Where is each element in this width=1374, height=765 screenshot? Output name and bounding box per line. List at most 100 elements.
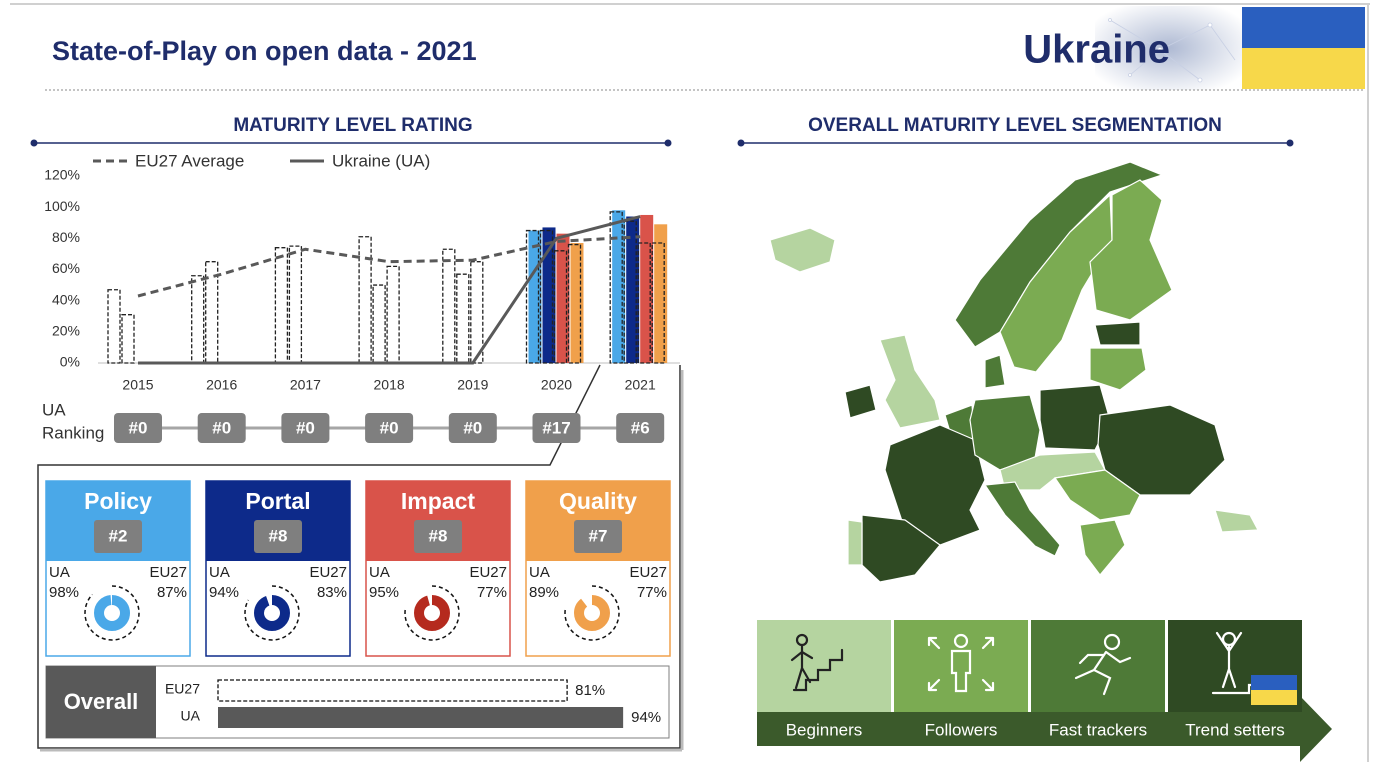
poland — [1039, 384, 1111, 451]
ua-value: 95% — [369, 584, 399, 601]
x-tick-label: 2021 — [625, 377, 656, 393]
ranking-pill — [365, 413, 414, 443]
ranking-label: Ranking — [42, 423, 104, 442]
overall-block — [46, 666, 156, 738]
outline-bar — [205, 261, 219, 364]
segment-icon — [1074, 633, 1132, 696]
rule-dot — [664, 139, 672, 147]
bar — [654, 224, 668, 363]
x-tick-label: 2017 — [290, 377, 321, 393]
bar — [570, 243, 584, 363]
ranking-pill — [114, 413, 162, 443]
x-tick-label: 2019 — [457, 377, 488, 393]
france — [884, 424, 986, 546]
uk — [879, 334, 941, 429]
country-name: Ukraine — [1023, 28, 1170, 72]
outline-bar — [525, 229, 540, 364]
icon-arrows — [927, 636, 995, 692]
ua-label: UA — [369, 564, 390, 581]
icon-head — [953, 633, 969, 649]
outline-bar — [107, 289, 121, 364]
segment-icon — [1211, 631, 1265, 695]
ranking-value: #17 — [542, 418, 570, 437]
ranking-pill — [532, 413, 581, 443]
section-title: OVERALL MATURITY LEVEL SEGMENTATION — [808, 115, 1222, 136]
overall-row-label: UA — [181, 708, 201, 724]
network-lines — [1108, 18, 1236, 83]
cyprus — [1214, 509, 1259, 533]
ua-donut — [254, 595, 290, 631]
ua-label: UA — [49, 564, 70, 581]
segment-box — [1031, 620, 1165, 712]
outline-bar — [456, 273, 470, 364]
bar — [640, 214, 654, 363]
page-title: State-of-Play on open data - 2021 — [52, 36, 477, 66]
ranking-value: #0 — [296, 418, 315, 437]
x-tick-label: 2016 — [206, 377, 237, 393]
eu-value: 83% — [317, 584, 347, 601]
legend-label: Ukraine (UA) — [332, 151, 430, 170]
icon-head — [1103, 633, 1121, 651]
rank-value: #8 — [269, 526, 288, 545]
outline-bar — [372, 284, 386, 364]
ireland — [844, 384, 877, 419]
zoom-frame — [37, 364, 681, 749]
icon-body — [790, 644, 814, 690]
segment-label: Trend setters — [1185, 720, 1285, 739]
balkans — [1053, 469, 1141, 521]
eu-donut — [84, 585, 140, 641]
segment-box — [894, 620, 1028, 712]
denmark — [984, 354, 1006, 389]
segment-label: Beginners — [786, 720, 863, 739]
eu-value: 87% — [157, 584, 187, 601]
ua-label: UA — [529, 564, 550, 581]
overall-bar — [217, 679, 568, 702]
icon-body — [950, 649, 972, 693]
finland — [1089, 179, 1173, 321]
segment-icon — [927, 633, 995, 693]
ranking-value: #0 — [129, 418, 148, 437]
eu-label: EU27 — [149, 564, 187, 581]
outline-bar — [442, 248, 456, 364]
ua-label: UA — [209, 564, 230, 581]
estonia — [1094, 321, 1141, 346]
series-line — [138, 215, 641, 365]
rank-box — [254, 520, 302, 553]
y-tick-label: 100% — [44, 198, 80, 214]
ranking-pill — [281, 413, 330, 443]
section-title: MATURITY LEVEL RATING — [233, 115, 472, 136]
ua-donut — [94, 595, 130, 631]
outline-bar — [637, 242, 651, 364]
rank-box — [414, 520, 462, 553]
x-tick-label: 2015 — [122, 377, 153, 393]
segment-arrow — [757, 696, 1332, 762]
bar — [556, 233, 570, 363]
ranking-value: #0 — [212, 418, 231, 437]
flag-blue — [1242, 7, 1365, 48]
rule-dot — [1286, 139, 1294, 147]
eu-value: 77% — [637, 584, 667, 601]
ukraine — [1097, 404, 1226, 496]
segment-icon — [790, 633, 844, 692]
ranking-label: UA — [42, 400, 66, 419]
flag-blue — [1251, 675, 1297, 690]
card-title: Impact — [401, 488, 475, 514]
flag-yellow — [1242, 48, 1365, 89]
overall-value: 81% — [575, 682, 605, 699]
ua-value: 89% — [529, 584, 559, 601]
x-tick-label: 2020 — [541, 377, 572, 393]
outline-bar — [609, 211, 623, 364]
ua-value: 98% — [49, 584, 79, 601]
eu-donut — [404, 585, 460, 641]
card-title: Quality — [559, 488, 637, 514]
y-tick-label: 0% — [60, 354, 80, 370]
overall-row-label: EU27 — [165, 681, 200, 697]
outline-bar — [539, 229, 554, 364]
outline-bar — [651, 242, 665, 364]
greece — [1079, 519, 1126, 576]
outline-bar — [553, 250, 568, 364]
rank-value: #2 — [109, 526, 128, 545]
outline-bar — [470, 261, 484, 364]
rank-box — [94, 520, 142, 553]
